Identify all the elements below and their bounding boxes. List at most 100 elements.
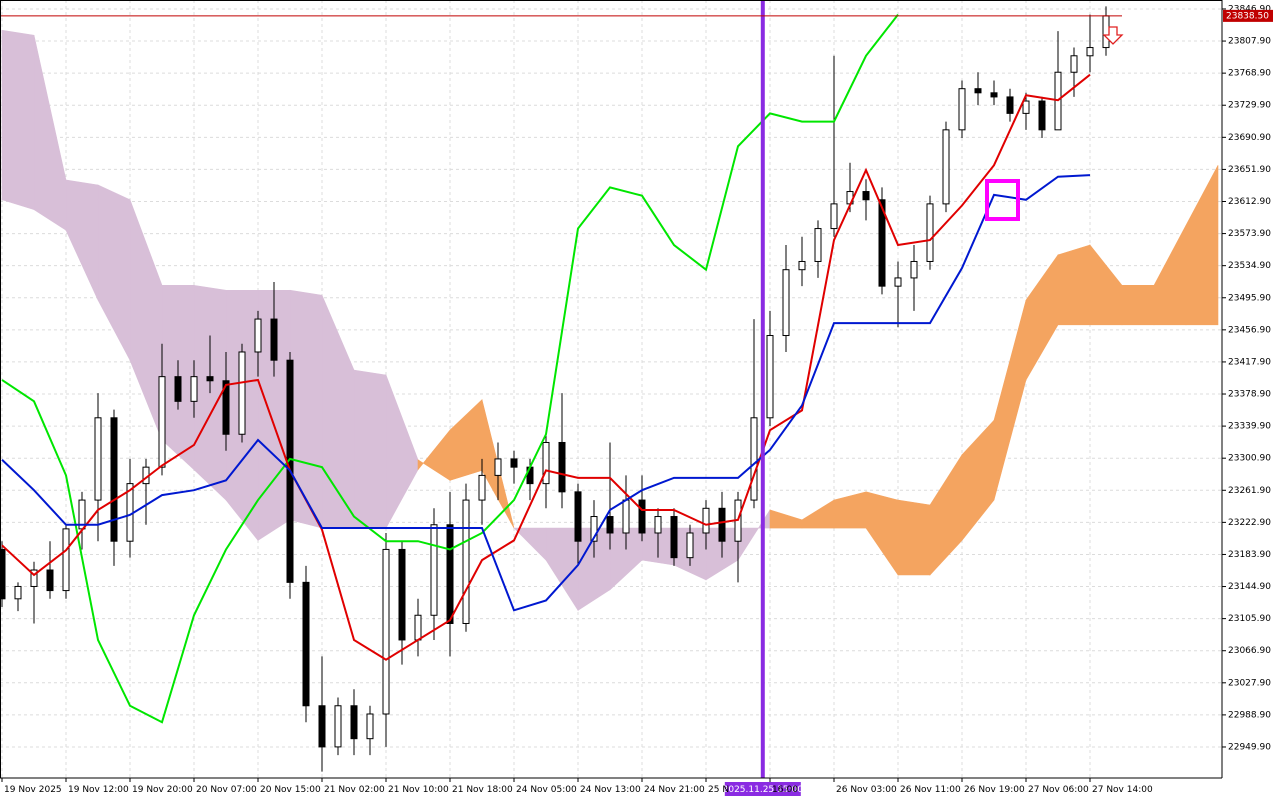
y-tick-label: 23183.90: [1228, 550, 1271, 560]
candle-body: [878, 199, 886, 287]
candle-body: [750, 417, 758, 501]
cloud-segment: [1, 29, 35, 211]
candle-body: [302, 581, 310, 707]
candle-body: [366, 713, 374, 740]
candle-body: [350, 705, 358, 740]
candle-body: [958, 88, 966, 131]
axis-layer: 23846.90 23807.90 23768.90 23729.90 23690.90…: [1, 4, 1273, 796]
y-tick-label: 23807.90: [1228, 37, 1271, 47]
indicator-line: [1, 14, 899, 724]
y-tick-label: 23027.90: [1228, 678, 1271, 688]
candle-body: [430, 524, 438, 616]
candle-body: [1070, 55, 1078, 73]
cloud-segment: [1057, 244, 1091, 326]
y-tick-label: 23690.90: [1228, 133, 1271, 143]
current-price-label: 23838.50: [1226, 11, 1269, 21]
candle-body: [910, 260, 918, 279]
cloud-segment: [289, 289, 323, 529]
cloud-segment: [897, 499, 931, 576]
candle-body: [542, 441, 550, 485]
candle-body: [46, 569, 54, 592]
y-tick-label: 23105.90: [1228, 614, 1271, 624]
candle-body: [62, 528, 70, 592]
x-tick-label: 21 Nov 10:00: [388, 785, 449, 795]
y-tick-label: 23768.90: [1228, 69, 1271, 79]
candle-body: [1006, 96, 1014, 114]
candle-body: [942, 129, 950, 205]
y-tick-label: 22949.90: [1228, 742, 1271, 752]
x-tick-label: 24 Nov 21:00: [644, 785, 705, 795]
x-tick-label: 19 Nov 20:00: [132, 785, 193, 795]
overlay-layer: [0, 0, 1124, 778]
candle-body: [270, 318, 278, 361]
candle-body: [622, 499, 630, 534]
candle-body: [494, 458, 502, 476]
candle-body: [702, 507, 710, 534]
event-label-bg: [724, 782, 801, 796]
candle-body: [654, 516, 662, 534]
y-tick-label: 23378.90: [1228, 390, 1271, 400]
y-tick-label: 23534.90: [1228, 261, 1271, 271]
candle-body: [0, 548, 6, 600]
x-tick-label: 26 Nov 11:00: [900, 785, 961, 795]
highlight-box: [985, 179, 1020, 221]
candle-body: [190, 376, 198, 402]
y-tick-label: 23612.90: [1228, 197, 1271, 207]
candle-body: [830, 203, 838, 230]
cloud-segment: [353, 369, 387, 529]
x-tick-label: 21 Nov 18:00: [452, 785, 513, 795]
candle-body: [110, 417, 118, 542]
y-tick-label: 23066.90: [1228, 646, 1271, 656]
event-label: 2025.11.25 15:00: [723, 785, 804, 795]
candle-body: [318, 705, 326, 748]
candle-body: [414, 614, 422, 641]
y-tick-label: 22988.90: [1228, 710, 1271, 720]
current-price-bg: [1223, 9, 1273, 22]
candle-body: [158, 376, 166, 468]
y-tick-label: 23300.90: [1228, 454, 1271, 464]
candles-layer: [0, 6, 1110, 772]
y-tick-label: 23651.90: [1228, 165, 1271, 175]
candle-body: [478, 474, 486, 501]
candle-body: [510, 458, 518, 468]
candle-body: [718, 507, 726, 542]
candle-body: [894, 277, 902, 287]
candle-body: [254, 318, 262, 353]
y-tick-label: 23729.90: [1228, 101, 1271, 111]
candle-body: [206, 376, 214, 382]
y-tick-label: 23573.90: [1228, 229, 1271, 239]
x-tick-label: 26 Nov 03:00: [836, 785, 897, 795]
candle-body: [782, 269, 790, 337]
x-tick-label: 27 Nov 14:00: [1092, 785, 1153, 795]
candle-body: [766, 335, 774, 419]
candle-body: [238, 351, 246, 435]
y-tick-label: 23846.90: [1228, 4, 1271, 14]
x-tick-label: 20 Nov 15:00: [260, 785, 321, 795]
lines-layer: [1, 14, 1091, 724]
y-tick-label: 23222.90: [1228, 518, 1271, 528]
candle-body: [462, 499, 470, 624]
indicator-line: [1, 174, 1091, 612]
y-tick-label: 23261.90: [1228, 486, 1271, 496]
candle-body: [990, 92, 998, 98]
x-tick-label: 25 N: [708, 785, 729, 795]
x-tick-label: 26 Nov 19:00: [964, 785, 1025, 795]
y-tick-label: 23339.90: [1228, 422, 1271, 432]
x-tick-label: 21 Nov 02:00: [324, 785, 385, 795]
candle-body: [558, 441, 566, 493]
candle-body: [1086, 47, 1094, 57]
candle-body: [670, 516, 678, 559]
candle-body: [926, 203, 934, 262]
candle-body: [574, 491, 582, 542]
candle-body: [174, 376, 182, 402]
indicator-line: [1, 73, 1091, 661]
candle-body: [638, 499, 646, 534]
candle-body: [1038, 100, 1046, 131]
candle-body: [446, 524, 454, 624]
y-tick-label: 23456.90: [1228, 325, 1271, 335]
x-tick-label: 20 Nov 07:00: [196, 785, 257, 795]
candle-body: [798, 260, 806, 271]
candle-body: [94, 417, 102, 501]
candle-body: [974, 88, 982, 94]
